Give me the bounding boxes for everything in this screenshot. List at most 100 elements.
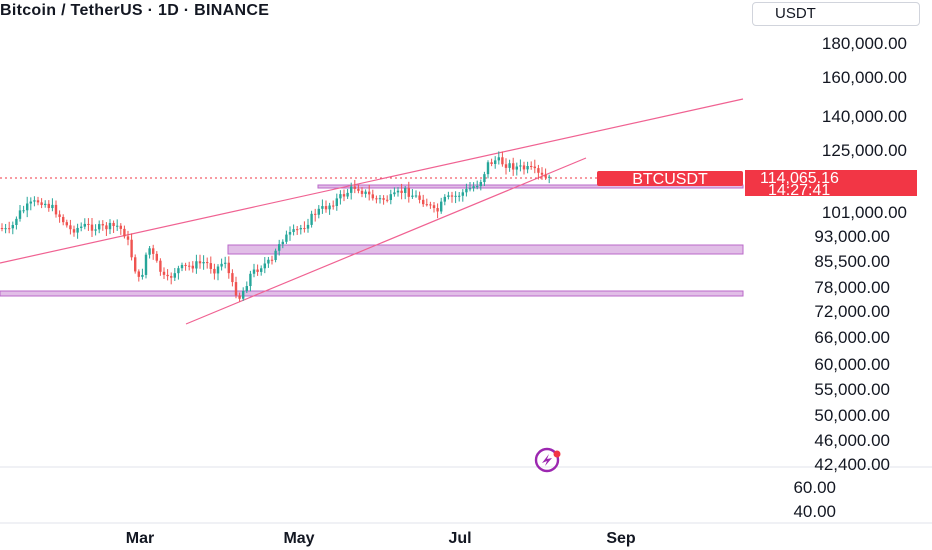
candle-body bbox=[40, 202, 43, 205]
chart-title: Bitcoin / TetherUS · 1D · BINANCE bbox=[0, 2, 270, 19]
candle-body bbox=[11, 224, 14, 229]
candle-body bbox=[76, 227, 79, 233]
candle-body bbox=[15, 218, 18, 225]
candle-body bbox=[220, 263, 223, 267]
price-label: 60,000.00 bbox=[814, 355, 890, 374]
candle-body bbox=[382, 198, 385, 200]
candle-body bbox=[389, 194, 392, 200]
candle-body bbox=[270, 259, 274, 261]
candle-body bbox=[378, 198, 382, 200]
support-zone-mid[interactable] bbox=[227, 244, 744, 255]
candle-body bbox=[209, 263, 212, 269]
time-label: Jul bbox=[448, 530, 471, 547]
candle-body bbox=[310, 213, 313, 225]
candle-body bbox=[461, 192, 464, 196]
price-label: 72,000.00 bbox=[814, 302, 890, 321]
candle-body bbox=[414, 195, 418, 197]
candle-body bbox=[90, 224, 94, 231]
candle-body bbox=[198, 261, 202, 264]
candle-body bbox=[324, 206, 328, 210]
candle-body bbox=[522, 165, 526, 170]
candle-body bbox=[472, 186, 475, 189]
candle-body bbox=[422, 199, 425, 205]
candle-body bbox=[364, 191, 367, 194]
candle-body bbox=[98, 224, 101, 230]
price-label: 50,000.00 bbox=[814, 406, 890, 425]
price-label: 125,000.00 bbox=[822, 141, 907, 160]
candle-body bbox=[303, 228, 306, 230]
indicator-label: 40.00 bbox=[793, 502, 836, 521]
tradingview-logo-icon[interactable] bbox=[534, 447, 561, 473]
candle-body bbox=[458, 195, 461, 197]
candle-body bbox=[130, 239, 133, 258]
candle-body bbox=[62, 216, 65, 223]
candle-body bbox=[296, 229, 299, 231]
price-label: 42,400.00 bbox=[814, 455, 890, 474]
candle-body bbox=[450, 195, 454, 197]
candle-body bbox=[350, 186, 353, 193]
candle-body bbox=[465, 188, 468, 193]
candle-body bbox=[116, 225, 119, 227]
candle-body bbox=[33, 200, 36, 202]
candle-body bbox=[267, 259, 270, 264]
candle-body bbox=[260, 268, 263, 272]
candle-body bbox=[479, 182, 482, 187]
candle-body bbox=[83, 223, 86, 227]
candle-body bbox=[69, 225, 72, 230]
candle-body bbox=[134, 257, 137, 272]
candle-body bbox=[411, 195, 414, 197]
candle-body bbox=[288, 232, 292, 235]
price-axis[interactable]: 180,000.00 160,000.00 140,000.00 125,000… bbox=[814, 34, 907, 474]
indicator-label: 60.00 bbox=[793, 478, 836, 497]
candle-body bbox=[512, 163, 515, 170]
candle-body bbox=[227, 262, 230, 274]
lower-trendline[interactable] bbox=[185, 157, 587, 325]
symbol-tag[interactable]: BTCUSDT bbox=[597, 171, 743, 188]
candle-body bbox=[299, 228, 302, 230]
candle-body bbox=[249, 273, 252, 287]
candle-body bbox=[231, 273, 234, 283]
candle-body bbox=[0, 228, 4, 229]
candle-body bbox=[22, 210, 25, 212]
candle-body bbox=[486, 162, 490, 175]
last-price-tag[interactable]: 114,065.16 14:27:41 bbox=[745, 170, 917, 199]
candle-body bbox=[180, 264, 184, 269]
candle-body bbox=[112, 222, 115, 227]
candle-body bbox=[29, 201, 32, 204]
candle-body bbox=[94, 229, 97, 231]
candle-body bbox=[173, 273, 176, 278]
candle-body bbox=[386, 199, 389, 201]
support-zone-high[interactable] bbox=[317, 184, 744, 189]
candle-body bbox=[314, 213, 317, 215]
last-price-value: 114,065.16 bbox=[760, 170, 839, 187]
candle-body bbox=[87, 223, 90, 225]
time-label: Mar bbox=[126, 530, 154, 547]
candle-body bbox=[497, 157, 500, 161]
candle-body bbox=[454, 195, 457, 197]
candle-body bbox=[443, 196, 446, 202]
currency-selector-button[interactable]: USDT bbox=[752, 2, 920, 26]
price-label: 85,500.00 bbox=[814, 252, 890, 271]
candle-body bbox=[170, 276, 173, 278]
candle-body bbox=[342, 194, 346, 197]
candle-body bbox=[242, 290, 245, 299]
candle-body bbox=[494, 160, 497, 164]
candle-body bbox=[357, 188, 360, 191]
candle-body bbox=[234, 282, 238, 296]
indicator-axis[interactable]: 60.00 40.00 bbox=[793, 478, 836, 521]
candle-body bbox=[8, 228, 11, 230]
support-zone-low[interactable] bbox=[0, 290, 744, 297]
candle-body bbox=[429, 204, 432, 206]
time-axis[interactable]: Mar May Jul Sep bbox=[126, 530, 636, 547]
candle-body bbox=[65, 222, 68, 226]
candle-body bbox=[476, 186, 479, 188]
candle-body bbox=[152, 248, 155, 254]
candle-body bbox=[144, 254, 148, 275]
candle-body bbox=[393, 192, 396, 195]
candle-body bbox=[238, 295, 241, 299]
candle-body bbox=[202, 262, 205, 264]
candle-body bbox=[141, 274, 144, 277]
candle-body bbox=[58, 214, 61, 217]
price-label: 46,000.00 bbox=[814, 431, 890, 450]
